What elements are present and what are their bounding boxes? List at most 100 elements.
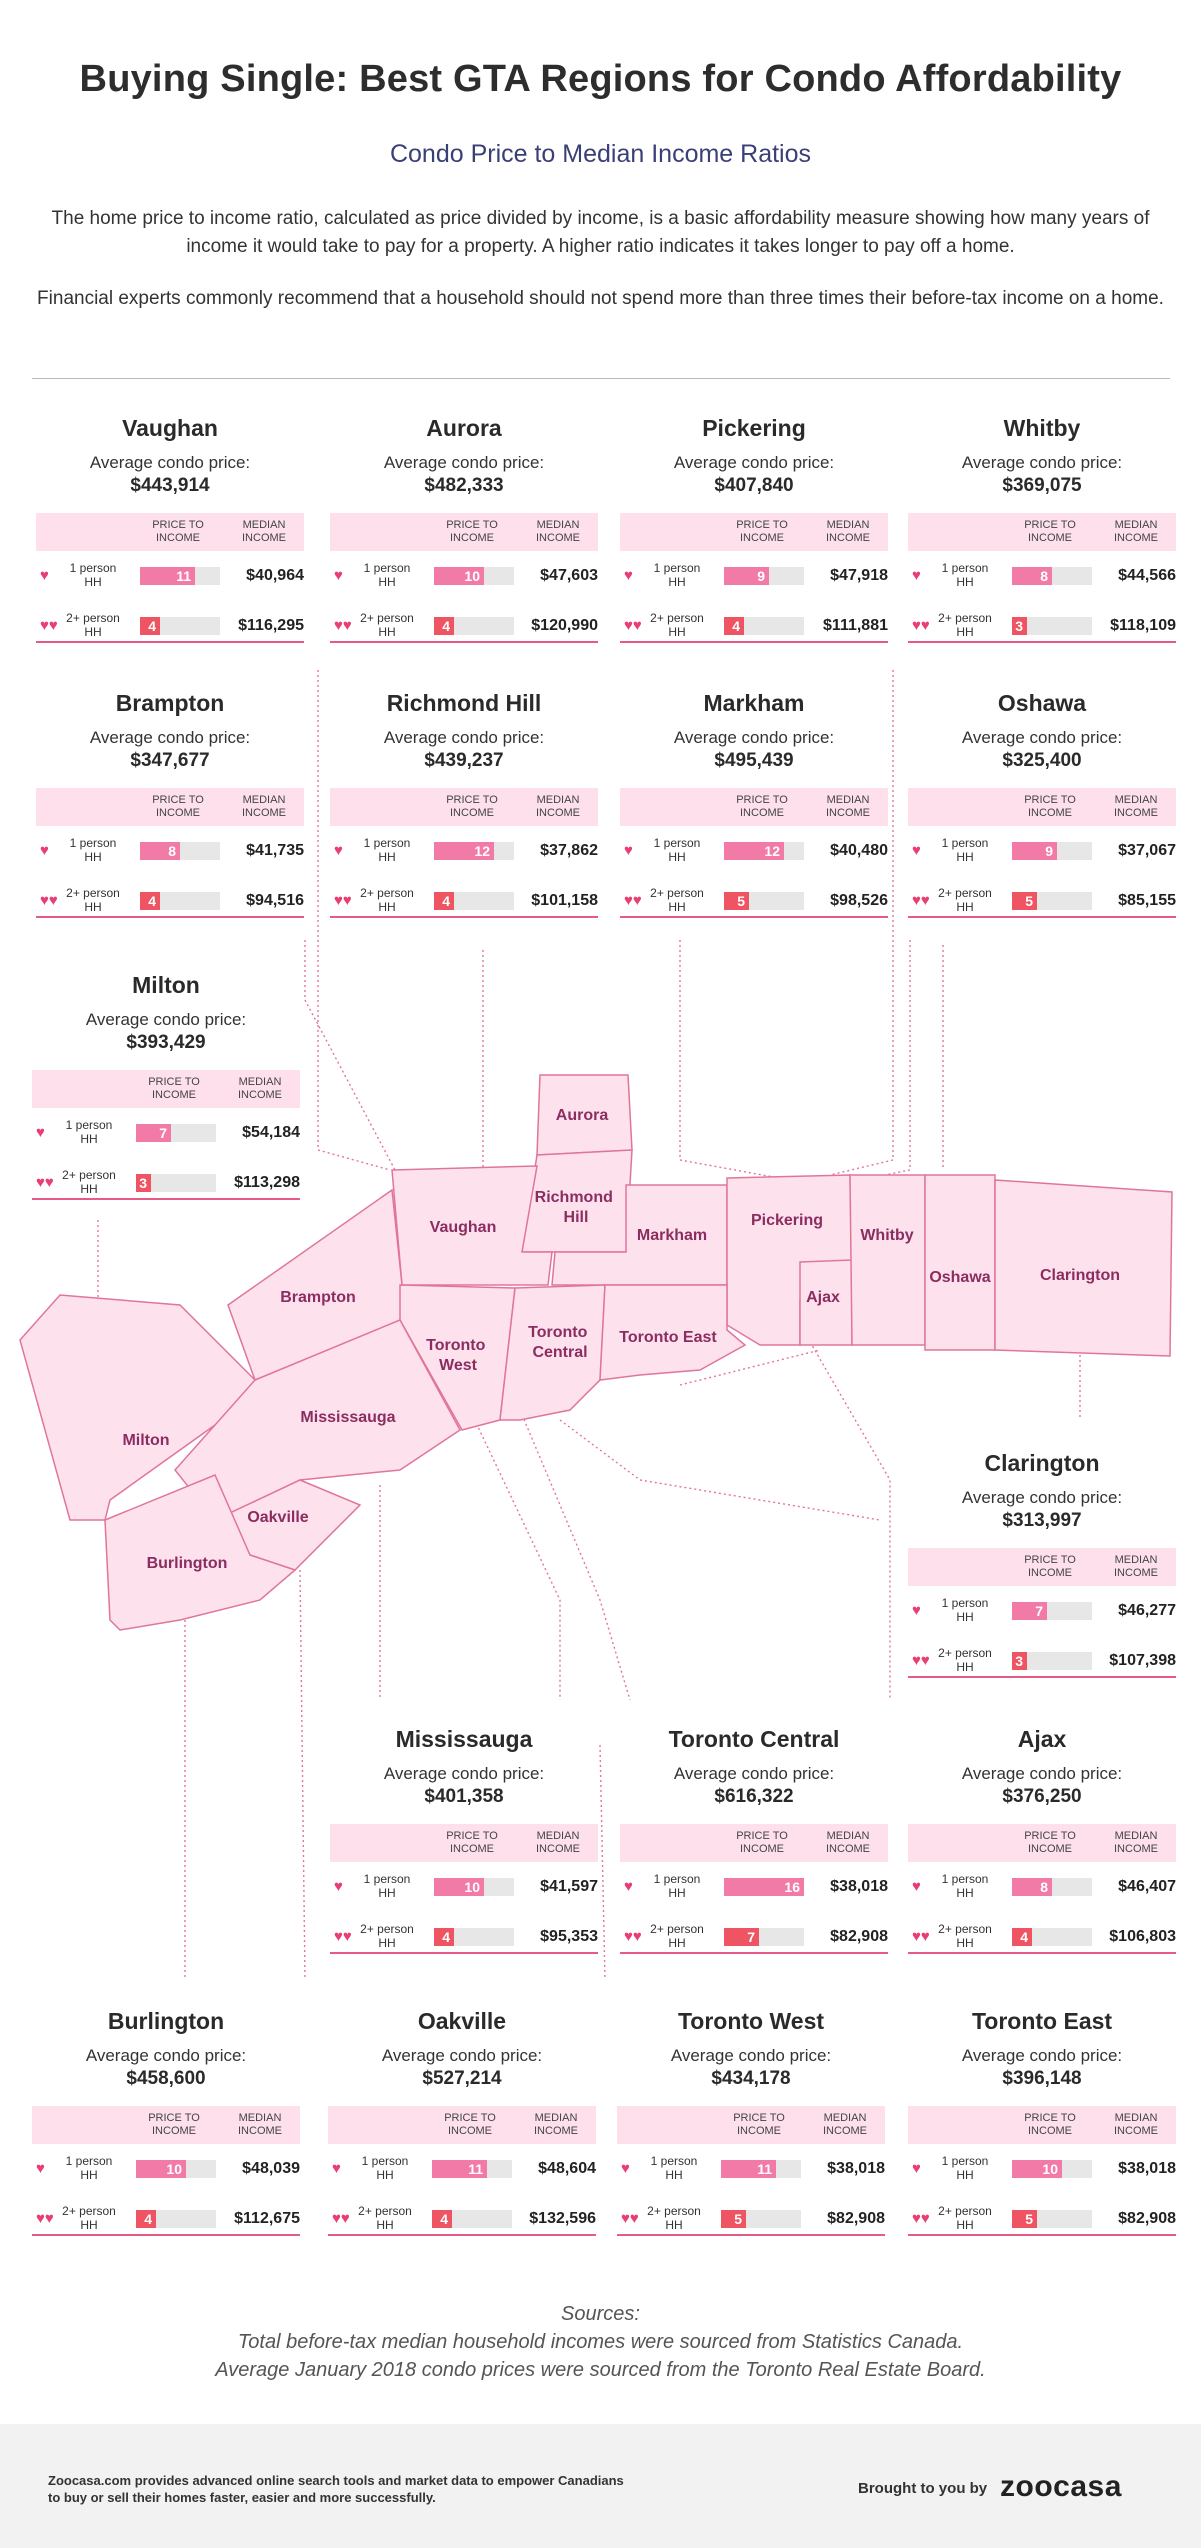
ratio-bar: 8 [140, 842, 180, 860]
single-heart-icon: ♥ [912, 1602, 921, 1619]
ratio-bar: 4 [140, 617, 160, 635]
median-income-value: $40,964 [246, 567, 304, 584]
ratio-table: PRICE TO INCOME MEDIAN INCOME ♥ 1 person HH… [908, 2106, 1176, 2236]
bar-track: 8 [1012, 1878, 1092, 1896]
card-underline [330, 916, 598, 918]
header-median-income: MEDIAN INCOME [536, 519, 580, 544]
region-toronto-east [599, 1284, 747, 1381]
avg-price-value: $313,997 [1002, 1510, 1082, 1531]
table-header: PRICE TO INCOME MEDIAN INCOME [617, 2106, 885, 2144]
ratio-bar: 5 [721, 2210, 746, 2228]
ratio-table: PRICE TO INCOME MEDIAN INCOME ♥ 1 person HH… [328, 2106, 596, 2236]
card-underline [330, 641, 598, 643]
ratio-value: 4 [144, 2211, 152, 2227]
double-heart-icon: ♥♥ [912, 1928, 930, 1945]
household-label: 1 person HH [941, 836, 989, 864]
sources: Sources: Total before-tax median househo… [0, 2300, 1201, 2384]
ratio-bar: 4 [1012, 1928, 1032, 1946]
region-name: Markham [703, 690, 805, 716]
double-heart-icon: ♥♥ [334, 617, 352, 634]
header-median-income: MEDIAN INCOME [826, 1830, 870, 1855]
median-income-value: $38,018 [830, 1878, 888, 1895]
median-income-value: $82,908 [1118, 2210, 1176, 2227]
avg-price-value: $407,840 [714, 475, 794, 496]
row-1-person: ♥ 1 person HH 10 $48,039 [32, 2154, 300, 2188]
map-label: Aurora [556, 1107, 609, 1124]
bar-track: 10 [1012, 2160, 1092, 2178]
header-median-income: MEDIAN INCOME [826, 519, 870, 544]
household-label: 2+ person HH [360, 886, 414, 914]
header-median-income: MEDIAN INCOME [826, 794, 870, 819]
household-label: 2+ person HH [358, 2204, 412, 2232]
row-2-person: ♥♥ 2+ person HH 3 $118,109 [908, 611, 1176, 645]
double-heart-icon: ♥♥ [332, 2210, 350, 2227]
row-1-person: ♥ 1 person HH 11 $48,604 [328, 2154, 596, 2188]
card-underline [620, 641, 888, 643]
map-label: Mississauga [300, 1409, 395, 1426]
ratio-value: 4 [1020, 1929, 1028, 1945]
table-header: PRICE TO INCOME MEDIAN INCOME [620, 513, 888, 551]
bar-track: 7 [136, 1124, 216, 1142]
card-underline [908, 1952, 1176, 1954]
sources-line: Average January 2018 condo prices were s… [215, 2359, 986, 2381]
double-heart-icon: ♥♥ [40, 617, 58, 634]
household-label: 1 person HH [69, 836, 117, 864]
page-subtitle: Condo Price to Median Income Ratios [389, 140, 812, 168]
card-underline [328, 2234, 596, 2236]
household-label: 2+ person HH [360, 1922, 414, 1950]
single-heart-icon: ♥ [36, 1124, 45, 1141]
card-underline [36, 641, 304, 643]
median-income-value: $85,155 [1118, 892, 1176, 909]
ratio-value: 4 [732, 618, 740, 634]
footer-text: Zoocasa.com provides advanced online sea… [48, 2473, 624, 2505]
median-income-value: $38,018 [827, 2160, 885, 2177]
bar-track: 4 [140, 892, 220, 910]
avg-price-value: $393,429 [126, 1032, 206, 1053]
ratio-value: 3 [1015, 1653, 1023, 1669]
zoocasa-logo[interactable]: zoocasa [1000, 2470, 1122, 2503]
avg-price-label: Average condo price: [383, 728, 545, 747]
header-price-to-income: PRICE TO INCOME [152, 519, 204, 544]
avg-price-value: $616,322 [714, 1786, 794, 1807]
median-income-value: $46,407 [1118, 1878, 1176, 1895]
household-label: 2+ person HH [66, 886, 120, 914]
ratio-bar: 10 [1012, 2160, 1062, 2178]
bar-track: 11 [432, 2160, 512, 2178]
ratio-bar: 11 [140, 567, 195, 585]
median-income-value: $111,881 [823, 617, 888, 634]
bar-track: 12 [434, 842, 514, 860]
table-header: PRICE TO INCOME MEDIAN INCOME [908, 1824, 1176, 1862]
ratio-bar: 9 [724, 567, 769, 585]
bar-track: 3 [1012, 617, 1092, 635]
bar-track: 7 [724, 1928, 804, 1946]
card-underline [908, 1676, 1176, 1678]
region-card: Mississauga Average condo price: $401,358 P… [330, 1726, 598, 1954]
median-income-value: $120,990 [531, 617, 598, 634]
bar-track: 4 [136, 2210, 216, 2228]
avg-price-label: Average condo price: [383, 1764, 545, 1783]
map-label: Clarington [1040, 1267, 1120, 1284]
ratio-table: PRICE TO INCOME MEDIAN INCOME ♥ 1 person HH… [330, 513, 598, 643]
map-label-line: Central [532, 1344, 587, 1361]
household-label: 2+ person HH [62, 2204, 116, 2232]
region-name: Toronto East [971, 2008, 1113, 2034]
header-price-to-income: PRICE TO INCOME [1024, 1830, 1076, 1855]
region-name: Ajax [1017, 1726, 1067, 1752]
bar-track: 7 [1012, 1602, 1092, 1620]
median-income-value: $101,158 [531, 892, 598, 909]
region-oshawa [924, 1174, 996, 1351]
region-card: Aurora Average condo price: $482,333 PRICE … [330, 415, 598, 643]
header-median-income: MEDIAN INCOME [242, 794, 286, 819]
household-label: 1 person HH [653, 561, 701, 589]
household-label: 1 person HH [653, 836, 701, 864]
single-heart-icon: ♥ [624, 842, 633, 859]
header-price-to-income: PRICE TO INCOME [1024, 794, 1076, 819]
avg-price-value: $482,333 [424, 475, 504, 496]
table-header: PRICE TO INCOME MEDIAN INCOME [330, 1824, 598, 1862]
ratio-bar: 8 [1012, 1878, 1052, 1896]
ratio-value: 11 [468, 2161, 483, 2177]
map-label: Milton [122, 1432, 169, 1449]
bar-track: 4 [1012, 1928, 1092, 1946]
household-label: 2+ person HH [938, 1922, 992, 1950]
map-label-line: Toronto [528, 1324, 587, 1341]
